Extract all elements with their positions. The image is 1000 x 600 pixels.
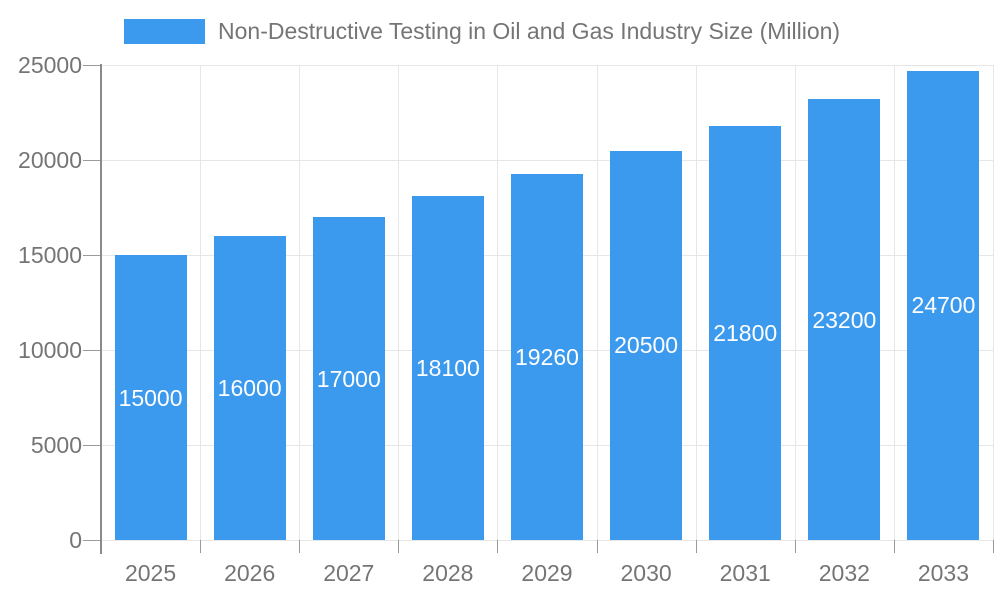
x-tick-label: 2025: [124, 560, 177, 586]
x-tick-label: 2028: [422, 560, 474, 586]
y-axis-tick: [83, 540, 101, 541]
y-axis-tick: [83, 350, 101, 351]
x-axis-tick: [497, 540, 499, 553]
bar-value-label: 23200: [812, 306, 877, 333]
gridline-vertical: [200, 65, 202, 540]
bar-value-label: 21800: [713, 319, 778, 346]
x-axis-tick: [596, 540, 598, 553]
y-tick-label: 25000: [18, 52, 82, 78]
bar[interactable]: [610, 150, 683, 540]
x-tick-label: 2026: [224, 560, 276, 586]
bar-value-label: 19260: [515, 344, 579, 371]
legend-swatch-icon: [124, 18, 205, 44]
bar-value-label: 16000: [217, 375, 282, 401]
y-tick-label: 0: [69, 527, 82, 553]
bar[interactable]: [907, 70, 980, 540]
bar-value-label: 15000: [118, 384, 183, 411]
gridline-vertical: [497, 65, 499, 540]
y-axis-tick: [83, 65, 101, 66]
gridline-horizontal: [101, 65, 993, 66]
y-tick-label: 20000: [18, 147, 82, 173]
y-axis-line: [100, 64, 102, 554]
x-tick-label: 2032: [818, 560, 870, 586]
bar[interactable]: [411, 196, 484, 540]
gridline-vertical: [893, 65, 895, 540]
gridline-horizontal: [101, 540, 993, 541]
gridline-vertical: [794, 65, 796, 540]
gridline-vertical: [398, 65, 400, 540]
x-tick-label: 2033: [917, 560, 970, 586]
x-axis-tick: [398, 540, 400, 553]
bar[interactable]: [213, 236, 286, 540]
gridline-vertical: [695, 65, 697, 540]
bar[interactable]: [312, 217, 385, 540]
x-axis-tick: [299, 540, 301, 553]
y-tick-label: 15000: [18, 242, 82, 268]
y-tick-label: 10000: [18, 337, 82, 363]
x-axis-tick: [993, 540, 994, 553]
x-axis-tick: [893, 540, 895, 553]
bar[interactable]: [511, 174, 583, 540]
bar-value-label: 20500: [614, 332, 679, 359]
x-axis-tick: [200, 540, 202, 553]
y-axis-tick: [83, 160, 101, 161]
x-tick-label: 2030: [620, 560, 672, 586]
gridline-vertical: [993, 65, 994, 540]
legend-label: Non-Destructive Testing in Oil and Gas I…: [218, 18, 841, 44]
y-axis-tick: [83, 255, 101, 256]
x-tick-label: 2031: [719, 560, 771, 586]
y-axis-tick: [83, 445, 101, 446]
legend: Non-Destructive Testing in Oil and Gas I…: [124, 17, 840, 45]
legend-item[interactable]: Non-Destructive Testing in Oil and Gas I…: [124, 17, 840, 45]
gridline-vertical: [596, 65, 598, 540]
y-tick-label: 5000: [30, 432, 82, 458]
bar-value-label: 24700: [911, 292, 976, 319]
x-tick-label: 2029: [521, 560, 573, 586]
gridline-horizontal: [101, 160, 993, 161]
bar[interactable]: [114, 255, 187, 540]
bar[interactable]: [808, 99, 881, 540]
gridline-vertical: [299, 65, 301, 540]
bar-value-label: 17000: [316, 365, 381, 392]
x-axis-tick: [794, 540, 796, 553]
bar-value-label: 18100: [415, 355, 480, 382]
x-axis-tick: [695, 540, 697, 553]
bar[interactable]: [709, 125, 782, 540]
x-tick-label: 2027: [323, 560, 375, 586]
